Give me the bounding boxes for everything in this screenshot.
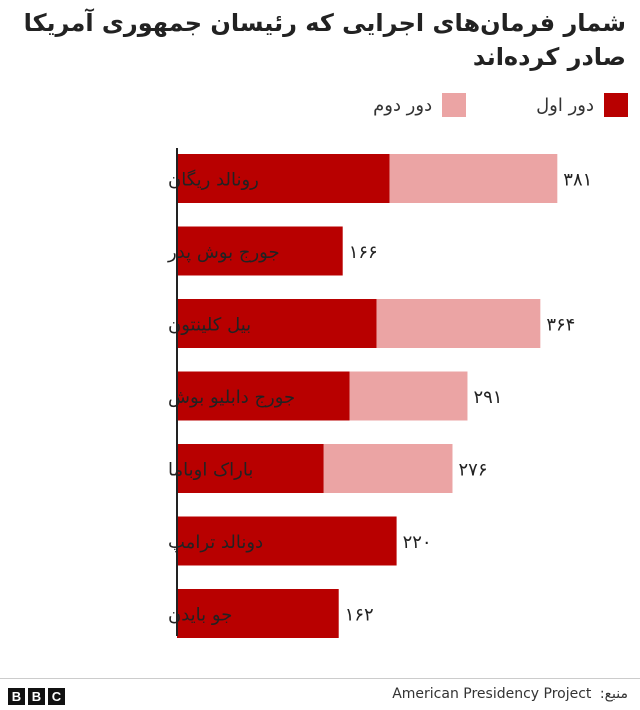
legend-swatch-second-term bbox=[442, 93, 467, 117]
category-label: رونالد ریگان bbox=[168, 169, 259, 191]
bar-first-term bbox=[177, 589, 339, 638]
total-value-label: ۳۸۱ bbox=[563, 170, 592, 191]
bar-second-term bbox=[323, 444, 453, 493]
category-label: بیل کلینتون bbox=[168, 315, 251, 336]
bar-first-term bbox=[177, 226, 343, 276]
bar-first-term bbox=[177, 371, 350, 421]
bar-first-term bbox=[177, 444, 324, 493]
total-value-label: ۲۲۰ bbox=[403, 532, 432, 553]
bbc-logo-letter: C bbox=[48, 688, 65, 705]
bar-second-term bbox=[376, 299, 541, 348]
bar-second-term bbox=[349, 371, 468, 421]
bbc-logo-letter: B bbox=[8, 688, 25, 705]
bbc-logo: B B C bbox=[8, 688, 68, 705]
bar-chart: رونالد ریگان ۳۸۱ جورج بوش پدر ۱۶۶ بیل کلینتو… bbox=[167, 148, 592, 638]
legend-label-first-term: دور اول bbox=[536, 94, 594, 116]
legend-label-second-term: دور دوم bbox=[373, 94, 433, 116]
chart-title: شمار فرمان‌های اجرایی که رئیسان جمهوری آ… bbox=[23, 9, 626, 71]
source-label: منبع: bbox=[599, 686, 628, 702]
total-value-label: ۱۶۶ bbox=[349, 242, 378, 263]
chart-legend: دور اول دور دوم bbox=[303, 92, 628, 118]
source-value: American Presidency Project bbox=[392, 686, 592, 702]
footer-divider bbox=[0, 678, 640, 679]
bbc-logo-letter: B bbox=[28, 688, 45, 705]
category-label: جورج بوش پدر bbox=[167, 242, 280, 263]
category-label: جورج دابلیو بوش bbox=[168, 387, 295, 408]
total-value-label: ۱۶۲ bbox=[345, 605, 374, 626]
legend-item-second-term: دور دوم bbox=[373, 93, 467, 117]
total-value-label: ۲۹۱ bbox=[473, 387, 502, 408]
total-value-label: ۲۷۶ bbox=[459, 460, 488, 481]
legend-item-first-term: دور اول bbox=[536, 93, 628, 117]
bar-first-term bbox=[177, 516, 397, 566]
category-label: دونالد ترامپ bbox=[168, 532, 263, 553]
category-label: جو بایدن bbox=[168, 605, 232, 626]
bar-first-term bbox=[177, 299, 377, 348]
source-credit: منبع: American Presidency Project bbox=[392, 686, 628, 702]
bar-first-term bbox=[177, 154, 390, 203]
legend-swatch-first-term bbox=[604, 93, 628, 117]
bar-second-term bbox=[389, 154, 558, 203]
total-value-label: ۳۶۴ bbox=[546, 315, 575, 336]
category-label: باراک اوباما bbox=[168, 460, 253, 481]
